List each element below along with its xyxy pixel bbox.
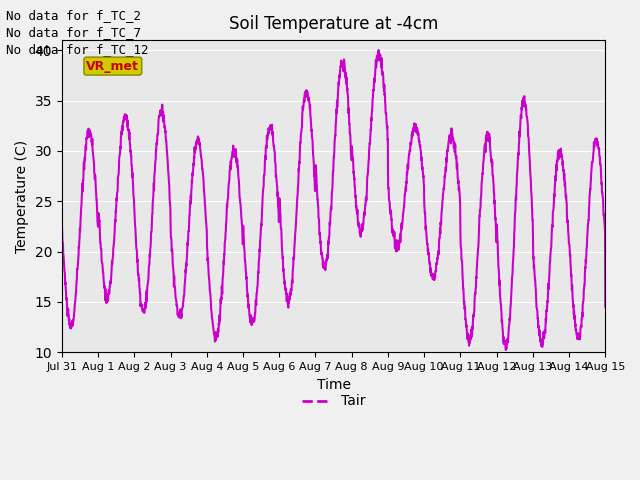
Text: VR_met: VR_met — [86, 60, 140, 72]
Text: No data for f_TC_12: No data for f_TC_12 — [6, 43, 149, 56]
Title: Soil Temperature at -4cm: Soil Temperature at -4cm — [229, 15, 438, 33]
Text: No data for f_TC_2: No data for f_TC_2 — [6, 9, 141, 22]
Legend: Tair: Tair — [296, 389, 371, 414]
X-axis label: Time: Time — [317, 377, 351, 392]
Y-axis label: Temperature (C): Temperature (C) — [15, 140, 29, 253]
Text: No data for f_TC_7: No data for f_TC_7 — [6, 26, 141, 39]
